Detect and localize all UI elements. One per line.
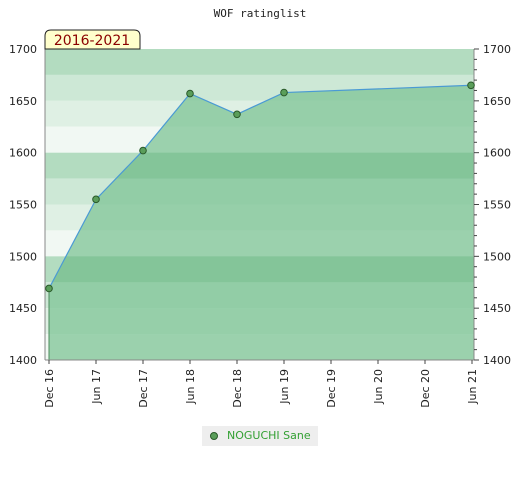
x-tick-label: Dec 18 [231,369,244,408]
series-line [48,84,474,289]
period-badge-shape [44,29,141,50]
x-tick-label: Dec 17 [137,369,150,408]
data-point [467,81,475,90]
y-tick-label-right: 1650 [483,95,511,108]
y-tick-label-right: 1600 [483,147,511,160]
data-point [45,284,53,293]
data-point [280,88,288,97]
y-tick-label-left: 1700 [9,43,37,56]
data-point [92,195,100,204]
y-tick-label-right: 1550 [483,199,511,212]
chart-title: WOF ratinglist [214,7,307,20]
y-tick-label-left: 1650 [9,95,37,108]
legend-label: NOGUCHI Sane [227,429,311,442]
y-tick-label-right: 1700 [483,43,511,56]
data-point [139,146,147,155]
y-tick-label-left: 1400 [9,354,37,367]
data-point [186,89,194,98]
x-tick-label: Dec 20 [419,369,432,408]
y-tick-label-left: 1550 [9,199,37,212]
x-tick-label: Dec 19 [325,369,338,408]
x-tick-label: Jun 20 [372,369,385,405]
data-point [233,110,241,119]
x-tick-label: Jun 18 [184,369,197,405]
area-stripe [49,256,474,283]
x-tick-label: Dec 16 [43,369,56,408]
x-tick-label: Jun 21 [466,369,479,405]
legend: NOGUCHI Sane [202,426,318,446]
axes: 1400 1400 1450 1450 1500 1500 1550 1550 1600 1600… [9,43,511,408]
y-tick-label-right: 1400 [483,354,511,367]
y-tick-label-left: 1600 [9,147,37,160]
data-points [45,81,475,293]
y-tick-label-right: 1450 [483,302,511,315]
y-tick-label-left: 1500 [9,250,37,263]
period-badge-label: 2016-2021 [54,33,130,49]
legend-marker-icon [210,432,218,440]
x-tick-label: Jun 19 [278,369,291,405]
grid-band [45,49,474,75]
x-tick-label: Jun 17 [90,369,103,405]
period-badge: 2016-2021 [44,29,141,50]
y-tick-label-left: 1450 [9,302,37,315]
y-tick-label-right: 1500 [483,250,511,263]
series-area [49,85,474,361]
